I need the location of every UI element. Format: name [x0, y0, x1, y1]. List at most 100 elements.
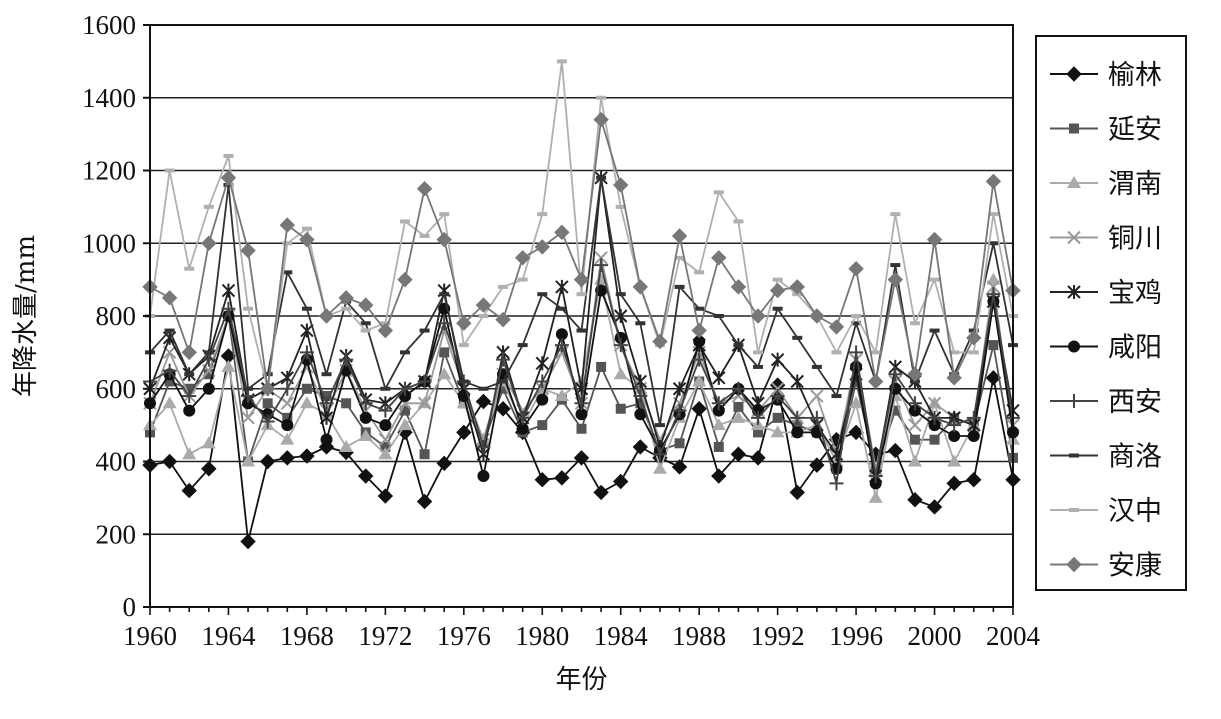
data-point [456, 315, 472, 331]
data-point [674, 255, 685, 260]
data-point [320, 433, 333, 446]
data-point [831, 350, 842, 355]
data-point [988, 241, 999, 246]
data-point [947, 454, 962, 467]
data-point [439, 292, 450, 297]
data-point [711, 468, 727, 484]
data-point [672, 403, 687, 418]
data-point [733, 401, 744, 412]
data-point [986, 287, 1001, 302]
data-point [243, 386, 254, 391]
y-tick-label: 1400 [82, 83, 136, 113]
x-tick-label: 1980 [515, 621, 569, 651]
data-point [849, 345, 864, 360]
data-point [262, 398, 273, 409]
data-point [515, 410, 530, 425]
y-tick-label: 1600 [82, 10, 136, 40]
data-point [439, 212, 450, 217]
data-point [730, 279, 747, 295]
data-point [516, 422, 529, 435]
data-point [240, 242, 256, 259]
data-point [378, 432, 393, 447]
legend-marker [1067, 230, 1081, 245]
data-point [554, 470, 570, 486]
data-point [831, 394, 842, 399]
data-point [907, 454, 922, 467]
data-point [534, 239, 550, 255]
data-point [711, 250, 727, 266]
legend-marker [1069, 123, 1079, 134]
data-point [458, 379, 469, 384]
x-tick-label: 2000 [908, 621, 962, 651]
data-point [691, 322, 707, 339]
data-point [868, 469, 883, 484]
x-tick-label: 1960 [123, 621, 177, 651]
data-point [966, 471, 982, 488]
data-point [555, 328, 568, 341]
data-point [419, 328, 430, 333]
data-point [909, 321, 920, 326]
data-point [988, 212, 999, 217]
data-point [987, 295, 1000, 308]
data-point [498, 383, 509, 394]
data-point [241, 389, 256, 404]
legend-item: 商洛 [1050, 442, 1162, 473]
data-point [573, 271, 590, 288]
data-point [223, 153, 234, 158]
data-point [927, 410, 942, 425]
data-point [890, 405, 901, 416]
data-point [419, 233, 430, 238]
data-point [555, 279, 569, 294]
data-point [184, 266, 195, 271]
legend-marker [1067, 285, 1081, 299]
data-point [417, 374, 432, 389]
y-tick-label: 600 [96, 374, 137, 404]
data-point [359, 411, 372, 424]
data-point [770, 382, 785, 396]
data-point [593, 484, 609, 501]
data-point [162, 396, 177, 409]
data-point [596, 361, 607, 372]
data-point [300, 323, 314, 338]
data-point [397, 271, 413, 288]
data-point [929, 328, 940, 333]
data-point [694, 306, 705, 311]
data-point [338, 290, 354, 306]
data-point [672, 381, 687, 396]
data-point [711, 418, 726, 431]
data-point [241, 411, 255, 425]
data-point [436, 231, 452, 248]
data-point [417, 396, 432, 411]
data-point [416, 180, 433, 197]
data-point [966, 410, 981, 425]
x-tick-label: 1976 [437, 621, 491, 651]
data-point [184, 372, 195, 377]
data-point [279, 217, 296, 233]
data-point [576, 292, 587, 297]
data-point [399, 405, 410, 416]
legend-label: 铜川 [1108, 224, 1162, 255]
data-point [929, 434, 940, 445]
x-tick-label: 2004 [986, 621, 1041, 651]
data-point [282, 241, 293, 246]
series-8 [145, 59, 1018, 391]
data-point [868, 490, 883, 503]
data-point [966, 330, 982, 346]
data-point [339, 352, 354, 367]
data-point [772, 412, 783, 423]
legend-item: 铜川 [1050, 224, 1162, 255]
data-point [888, 367, 903, 382]
x-tick-label: 1996 [829, 621, 883, 651]
data-point [789, 279, 805, 295]
data-point [299, 345, 314, 360]
data-point [243, 306, 254, 311]
legend-label: 汉中 [1108, 496, 1162, 527]
data-point [947, 418, 962, 433]
data-point [633, 389, 648, 404]
data-point [949, 350, 960, 355]
data-point [890, 263, 901, 268]
data-point [730, 446, 747, 462]
data-point [829, 476, 844, 491]
data-point [321, 391, 332, 402]
legend-label: 延安 [1108, 115, 1162, 146]
